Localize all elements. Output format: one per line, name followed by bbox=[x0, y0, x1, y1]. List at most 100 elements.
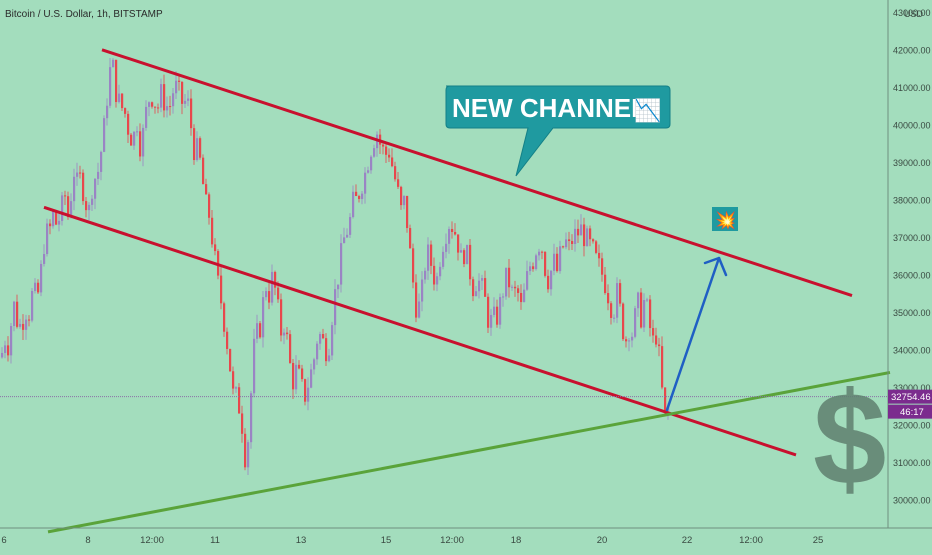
candle-body bbox=[25, 319, 28, 330]
candle-body bbox=[118, 93, 121, 103]
candle-body bbox=[166, 106, 169, 111]
candle-body bbox=[253, 338, 256, 394]
candle-body bbox=[31, 291, 34, 321]
candle-body bbox=[244, 433, 247, 468]
price-axis[interactable]: 43000.00 42000.00 41000.00 40000.00 39000.00… bbox=[893, 8, 931, 506]
candle-body bbox=[556, 253, 559, 272]
candle-body bbox=[361, 193, 364, 200]
candle-body bbox=[286, 332, 289, 335]
candle-body bbox=[259, 323, 262, 338]
candle-body bbox=[625, 339, 628, 342]
candle-body bbox=[481, 278, 484, 281]
time-tick-label: 12:00 bbox=[739, 535, 763, 546]
candle-body bbox=[154, 106, 157, 108]
candle-body bbox=[172, 93, 175, 107]
candle-body bbox=[337, 284, 340, 290]
candle-body bbox=[295, 364, 298, 390]
price-axis-currency: USD bbox=[904, 9, 924, 19]
candle-body bbox=[61, 195, 64, 221]
candle-body bbox=[403, 195, 406, 206]
projection-arrow[interactable] bbox=[665, 256, 728, 412]
candle-body bbox=[49, 223, 52, 227]
candle-body bbox=[628, 340, 631, 342]
candle-body bbox=[601, 258, 604, 275]
candle-body bbox=[157, 107, 160, 109]
candle-body bbox=[229, 348, 232, 372]
candle-body bbox=[148, 102, 151, 107]
channel-upper-line[interactable] bbox=[101, 48, 853, 297]
candle-body bbox=[280, 299, 283, 336]
candle-body bbox=[421, 279, 424, 302]
candle-body bbox=[529, 266, 532, 272]
time-axis[interactable]: 6 8 12:00 11 13 15 12:00 18 20 22 12:00 25 bbox=[1, 535, 823, 546]
candle-body bbox=[175, 80, 178, 94]
candle-body bbox=[265, 291, 268, 298]
candle-body bbox=[283, 332, 286, 336]
candle-body bbox=[223, 303, 226, 332]
candle-body bbox=[103, 118, 106, 152]
candle-body bbox=[277, 287, 280, 300]
candle-body bbox=[439, 266, 442, 277]
candle-body bbox=[397, 179, 400, 187]
candle-body bbox=[508, 267, 511, 288]
candle-body bbox=[247, 442, 250, 468]
price-tick-label: 30000.00 bbox=[893, 495, 931, 505]
candle-body bbox=[79, 172, 82, 174]
candle-body bbox=[220, 275, 223, 304]
candle-body bbox=[436, 276, 439, 285]
candle-body bbox=[622, 303, 625, 340]
candle-body bbox=[367, 170, 370, 173]
candle-body bbox=[640, 292, 643, 328]
candle-body bbox=[568, 239, 571, 242]
callout-new-channel[interactable]: NEW CHANNEL 📉 bbox=[445, 85, 671, 177]
dollar-sign-icon: $ bbox=[813, 365, 886, 512]
candle-body bbox=[271, 271, 274, 303]
chart-down-emoji-icon: 📉 bbox=[634, 98, 661, 123]
candle-body bbox=[448, 228, 451, 244]
candle-body bbox=[475, 291, 478, 297]
candle-body bbox=[250, 393, 253, 443]
candle-body bbox=[505, 267, 508, 297]
candle-body bbox=[40, 263, 43, 293]
candle-body bbox=[136, 131, 139, 133]
candle-body bbox=[256, 323, 259, 339]
candle-body bbox=[211, 217, 214, 245]
candle-body bbox=[574, 228, 577, 244]
candle-body bbox=[85, 201, 88, 211]
candle-body bbox=[535, 255, 538, 270]
candle-body bbox=[34, 282, 37, 292]
candle-body bbox=[388, 154, 391, 158]
last-price-badge[interactable]: 32754.46 46:17 bbox=[888, 389, 932, 419]
candle-body bbox=[292, 362, 295, 390]
candle-body bbox=[493, 306, 496, 315]
candle-body bbox=[46, 223, 49, 255]
candle-body bbox=[418, 301, 421, 318]
time-tick-label: 6 bbox=[1, 535, 6, 546]
candle-body bbox=[538, 251, 541, 256]
candle-body bbox=[547, 275, 550, 290]
candle-body bbox=[586, 228, 589, 247]
target-marker[interactable]: 💥 bbox=[712, 207, 738, 231]
candle-body bbox=[406, 195, 409, 229]
candle-body bbox=[427, 244, 430, 271]
price-tick-label: 41000.00 bbox=[893, 83, 931, 93]
candle-body bbox=[562, 246, 565, 248]
candle-body bbox=[88, 204, 91, 211]
candle-body bbox=[652, 328, 655, 336]
candle-body bbox=[526, 271, 529, 290]
candle-body bbox=[196, 138, 199, 161]
candle-body bbox=[121, 93, 124, 109]
candle-body bbox=[466, 244, 469, 265]
candle-body bbox=[604, 274, 607, 294]
candle-body bbox=[10, 325, 13, 356]
time-tick-label: 22 bbox=[682, 535, 693, 546]
time-tick-label: 20 bbox=[597, 535, 608, 546]
price-tick-label: 34000.00 bbox=[893, 345, 931, 355]
price-tick-label: 38000.00 bbox=[893, 195, 931, 205]
candle-body bbox=[100, 151, 103, 172]
candle-body bbox=[82, 172, 85, 202]
candle-body bbox=[655, 335, 658, 345]
candle-body bbox=[142, 127, 145, 157]
support-trend-line[interactable] bbox=[47, 370, 891, 534]
